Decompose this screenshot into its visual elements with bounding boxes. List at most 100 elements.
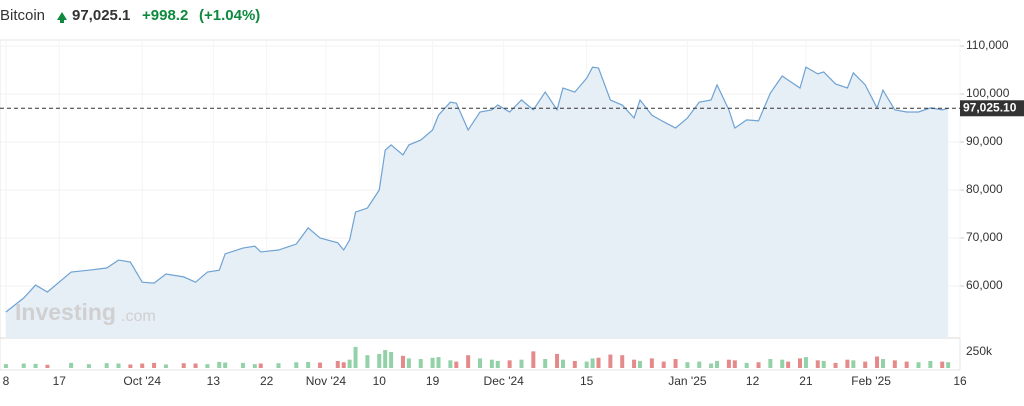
volume-bar — [454, 361, 459, 368]
x-tick-label: Oct '24 — [123, 374, 161, 388]
volume-bar — [466, 355, 471, 368]
volume-bar — [638, 360, 642, 368]
x-tick-label: Jan '25 — [668, 374, 707, 388]
volume-bar — [845, 359, 850, 368]
volume-bar — [821, 360, 826, 368]
volume-bar — [940, 361, 945, 368]
y-tick-label: 100,000 — [966, 86, 1010, 100]
x-tick-label: 15 — [580, 374, 594, 388]
volume-bar — [430, 357, 435, 368]
volume-bar — [347, 359, 352, 368]
volume-bar — [584, 361, 589, 368]
x-tick-label: Feb '25 — [851, 374, 891, 388]
volume-bar — [377, 353, 382, 368]
volume-bar — [928, 360, 933, 368]
volume-bar — [478, 358, 482, 368]
price-area — [5, 67, 949, 339]
volume-bar — [45, 364, 50, 368]
volume-bar — [880, 359, 885, 368]
volume-bar — [685, 362, 690, 368]
volume-bar — [833, 362, 838, 368]
volume-bar — [632, 359, 637, 368]
x-tick-label: Dec '24 — [484, 374, 525, 388]
volume-bar — [3, 364, 8, 368]
y-tick-label: 90,000 — [966, 134, 1003, 148]
volume-tick-label: 250k — [966, 344, 993, 358]
volume-bar — [863, 361, 868, 368]
volume-bar — [128, 364, 133, 368]
volume-bar — [69, 362, 74, 368]
volume-bar — [252, 364, 257, 368]
volume-bar — [104, 363, 109, 368]
x-tick-label: 16 — [953, 374, 967, 388]
volume-bar — [365, 355, 370, 368]
volume-bar — [798, 358, 802, 368]
volume-bar — [353, 346, 358, 368]
y-tick-label: 110,000 — [966, 38, 1009, 52]
volume-bar — [318, 362, 322, 368]
volume-bar — [649, 358, 654, 368]
volume-bar — [306, 361, 311, 368]
x-tick-label: 10 — [373, 374, 387, 388]
y-tick-label: 60,000 — [966, 278, 1003, 292]
volume-bar — [86, 364, 91, 368]
volume-bar — [851, 360, 856, 368]
volume-bar — [258, 363, 263, 368]
volume-bar — [673, 359, 678, 368]
volume-bar — [892, 360, 897, 368]
volume-bar — [406, 358, 411, 368]
x-tick-label: Nov '24 — [306, 374, 347, 388]
volume-bar — [33, 363, 38, 368]
volume-bar — [140, 363, 145, 368]
volume-bar — [946, 362, 951, 368]
volume-bar — [193, 363, 198, 368]
volume-bar — [916, 362, 921, 368]
volume-bar — [163, 364, 168, 368]
volume-bar — [341, 362, 346, 368]
volume-bar — [875, 356, 880, 368]
x-tick-label: 12 — [746, 374, 760, 388]
volume-bar — [294, 362, 299, 368]
y-tick-label: 80,000 — [966, 182, 1003, 196]
volume-bar — [217, 361, 222, 368]
x-tick-label: 22 — [260, 374, 274, 388]
volume-bar — [904, 361, 909, 368]
volume-bar — [715, 360, 720, 368]
volume-bar — [507, 360, 512, 368]
volume-bar — [744, 362, 749, 368]
volume-bar — [732, 360, 737, 368]
volume-bar — [116, 363, 121, 368]
volume-bar — [495, 360, 500, 368]
volume-bar — [519, 359, 524, 368]
volume-bar — [400, 355, 405, 368]
volume-bar — [240, 362, 245, 368]
volume-bar — [389, 352, 394, 368]
volume-bar — [383, 350, 388, 368]
volume-bar — [531, 351, 536, 368]
volume-bar — [436, 357, 441, 368]
volume-bar — [223, 362, 228, 368]
volume-bar — [572, 360, 577, 368]
x-tick-label: 17 — [53, 374, 67, 388]
volume-bar — [276, 363, 281, 368]
volume-bar — [620, 355, 625, 368]
volume-bar — [560, 359, 565, 368]
watermark: Investing — [15, 299, 116, 325]
price-change-percent: (+1.04%) — [199, 7, 260, 24]
volume-bar — [726, 359, 731, 368]
last-price: 97,025.1 — [72, 7, 130, 24]
volume-bar — [418, 359, 423, 368]
volume-bar — [590, 358, 595, 368]
volume-bar — [756, 362, 761, 368]
volume-bar — [780, 359, 785, 368]
last-price-label: 97,025.10 — [963, 100, 1017, 114]
volume-bar — [815, 360, 820, 368]
price-line — [5, 66, 949, 313]
volume-bar — [335, 360, 340, 368]
volume-bar — [786, 361, 791, 368]
watermark-suffix: .com — [121, 308, 156, 325]
x-tick-label: 19 — [426, 374, 440, 388]
volume-bar — [21, 363, 26, 368]
